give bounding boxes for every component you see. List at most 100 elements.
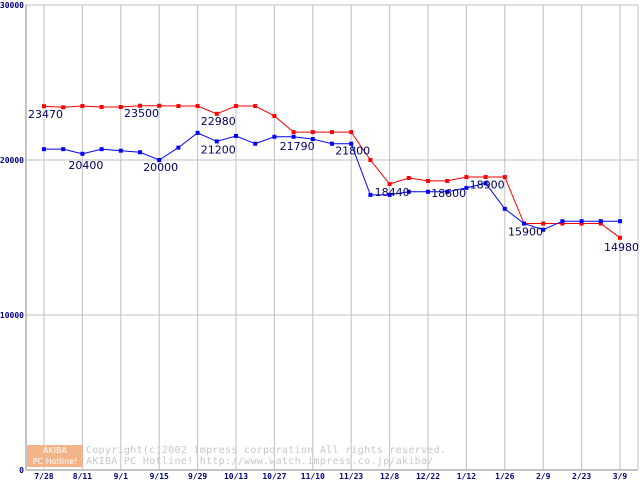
- data-label: 23470: [28, 108, 63, 121]
- y-tick-label: 20000: [0, 156, 24, 165]
- x-tick-label: 12/8: [380, 472, 399, 480]
- data-point-red: [195, 104, 200, 109]
- data-label: 21200: [201, 143, 236, 156]
- data-point-blue: [138, 150, 142, 155]
- data-label: 21790: [280, 140, 315, 153]
- data-label: 21800: [335, 145, 370, 158]
- x-tick-label: 9/29: [188, 472, 207, 480]
- data-point-red: [291, 130, 296, 135]
- data-point-red: [541, 221, 546, 226]
- data-label: 18900: [470, 178, 505, 191]
- data-point-red: [387, 182, 392, 187]
- data-point-blue: [387, 192, 392, 197]
- data-point-red: [42, 104, 46, 109]
- data-point-blue: [61, 147, 66, 152]
- data-point-red: [214, 111, 219, 116]
- data-point-red: [99, 104, 104, 109]
- data-point-blue: [291, 134, 296, 139]
- data-point-blue: [234, 133, 238, 138]
- data-point-blue: [42, 147, 46, 152]
- data-point-blue: [560, 219, 565, 224]
- data-point-blue: [99, 147, 104, 152]
- series-line-blue: [44, 132, 620, 231]
- data-point-red: [483, 175, 488, 180]
- data-point-blue: [310, 137, 315, 142]
- x-tick-label: 1/12: [457, 472, 476, 480]
- series-line-red: [43, 105, 621, 239]
- data-point-blue: [272, 134, 277, 139]
- akiba-logo: AKIBA PC Hotline!: [27, 445, 83, 467]
- data-point-red: [61, 105, 66, 110]
- data-point-red: [579, 221, 584, 226]
- x-tick-label: 7/28: [34, 472, 53, 480]
- watermark-url: AKIBA PC Hotline! http://www.watch.impre…: [86, 456, 434, 467]
- x-tick-label: 11/10: [301, 472, 325, 480]
- data-point-blue: [445, 189, 450, 194]
- data-point-red: [598, 221, 603, 226]
- data-point-blue: [598, 219, 603, 224]
- data-label: 18600: [431, 187, 466, 200]
- x-tick-label: 12/22: [416, 472, 440, 480]
- data-point-blue: [579, 219, 584, 224]
- data-point-red: [272, 113, 277, 118]
- x-tick-label: 3/9: [613, 472, 628, 480]
- data-point-red: [406, 175, 411, 180]
- data-point-blue: [349, 141, 354, 146]
- data-point-red: [349, 130, 354, 135]
- data-point-red: [80, 104, 85, 109]
- y-tick-label: 30000: [0, 1, 24, 10]
- logo-top-text: AKIBA: [42, 446, 68, 455]
- data-point-blue: [483, 181, 488, 186]
- x-tick-label: 2/23: [572, 472, 591, 480]
- data-point-blue: [214, 139, 219, 144]
- data-point-red: [368, 158, 373, 162]
- x-tick-label: 9/1: [114, 472, 129, 480]
- y-tick-label: 0: [19, 466, 24, 475]
- data-label: 23500: [124, 107, 159, 120]
- data-label: 15900: [508, 226, 543, 239]
- data-point-blue: [618, 219, 622, 224]
- data-point-red: [445, 178, 450, 183]
- data-label: 22980: [201, 115, 236, 128]
- data-point-red: [560, 221, 565, 226]
- data-point-blue: [426, 189, 430, 194]
- data-point-blue: [330, 141, 334, 146]
- data-point-red: [138, 103, 142, 108]
- x-tick-label: 2/9: [536, 472, 551, 480]
- x-tick-label: 8/11: [73, 472, 92, 480]
- data-point-blue: [522, 221, 526, 226]
- data-point-red: [426, 178, 430, 183]
- logo-bottom-text: PC Hotline!: [32, 457, 78, 466]
- data-point-blue: [80, 151, 85, 156]
- data-point-red: [330, 130, 334, 135]
- x-tick-label: 9/15: [150, 472, 169, 480]
- x-tick-label: 10/13: [224, 472, 248, 480]
- data-point-blue: [464, 185, 469, 190]
- watermark-copyright: Copyright(c)2002 impress corporation All…: [86, 445, 447, 456]
- data-point-red: [464, 175, 469, 180]
- data-point-blue: [253, 141, 258, 146]
- data-point-blue: [118, 148, 123, 153]
- data-point-blue: [176, 145, 181, 150]
- data-label: 14980: [604, 241, 639, 254]
- data-point-blue: [502, 206, 507, 211]
- data-point-blue: [541, 227, 546, 232]
- data-point-blue: [195, 130, 200, 135]
- data-point-red: [234, 104, 238, 109]
- data-label: 18440: [375, 186, 410, 199]
- x-tick-label: 11/23: [339, 472, 363, 480]
- x-tick-label: 1/26: [495, 472, 514, 480]
- data-label: 20000: [143, 161, 178, 174]
- data-point-red: [310, 130, 315, 135]
- data-point-blue: [157, 158, 162, 162]
- data-point-red: [253, 104, 258, 109]
- data-point-red: [118, 104, 123, 109]
- data-point-blue: [406, 189, 411, 194]
- y-tick-label: 10000: [0, 311, 24, 320]
- data-point-red: [157, 103, 162, 108]
- x-tick-label: 10/27: [262, 472, 286, 480]
- data-point-red: [618, 235, 622, 240]
- data-point-blue: [368, 192, 373, 197]
